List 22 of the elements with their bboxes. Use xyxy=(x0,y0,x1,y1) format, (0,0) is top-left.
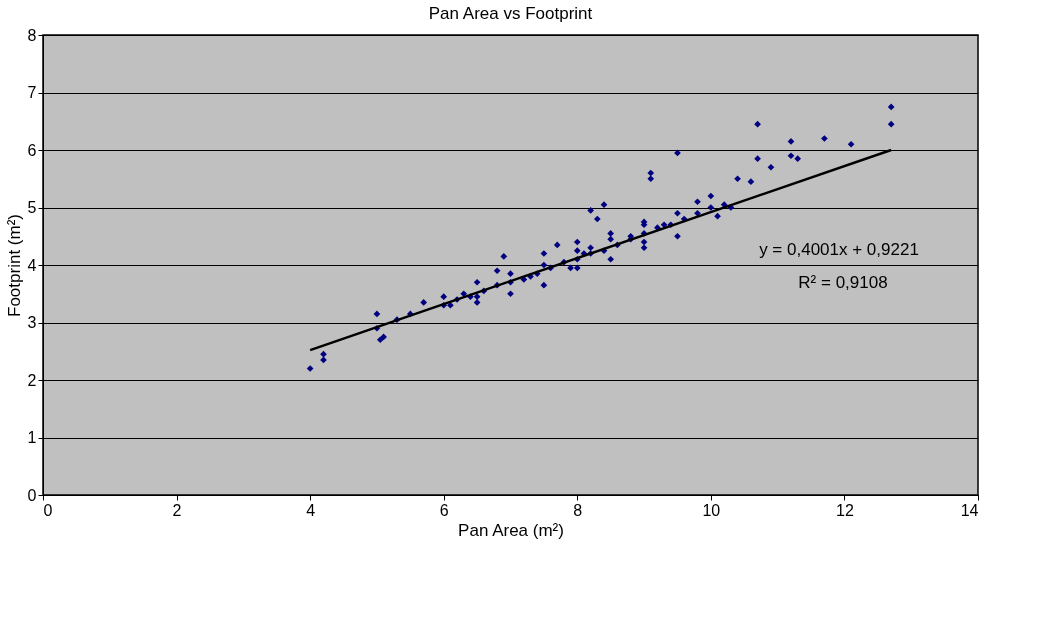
y-tick-label: 3 xyxy=(27,314,37,331)
chart-title: Pan Area vs Footprint xyxy=(428,4,593,23)
y-tick-label: 0 xyxy=(27,486,37,504)
x-tick-label: 14 xyxy=(960,501,979,519)
annotation: y = 0,4001x + 0,9221 xyxy=(759,240,919,259)
x-tick-label: 0 xyxy=(43,501,53,519)
x-axis-title: Pan Area (m²) xyxy=(458,520,564,540)
y-tick-label: 4 xyxy=(27,256,37,274)
y-tick-label: 2 xyxy=(27,371,37,389)
x-tick-label: 8 xyxy=(573,501,583,519)
annotation: R² = 0,9108 xyxy=(798,273,888,292)
x-tick-label: 10 xyxy=(702,501,721,519)
y-tick-label: 7 xyxy=(27,84,37,101)
x-tick-label: 2 xyxy=(172,501,182,519)
y-axis-title: Footprint (m²) xyxy=(4,214,24,317)
y-tick-label: 8 xyxy=(27,26,37,44)
x-tick-label: 12 xyxy=(836,501,854,519)
y-tick-label: 6 xyxy=(27,141,37,159)
x-tick-label: 6 xyxy=(439,501,449,519)
y-tick-label: 1 xyxy=(27,429,37,446)
y-tick-label: 5 xyxy=(27,199,37,216)
x-tick-label: 4 xyxy=(306,501,316,519)
